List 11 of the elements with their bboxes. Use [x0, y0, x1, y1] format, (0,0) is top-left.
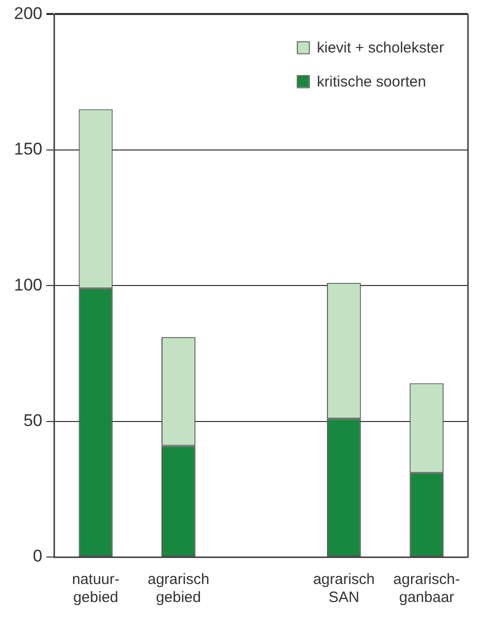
x-tick-label: natuur- gebied: [72, 571, 120, 606]
x-tick-label: agrarisch SAN: [313, 571, 375, 606]
y-tick-label: 50: [23, 410, 42, 430]
x-tick-label: agrarisch- ganbaar: [393, 571, 460, 606]
y-tick-label: 200: [14, 4, 42, 23]
y-tick-label: 100: [14, 275, 42, 294]
legend-label: kritische soorten: [316, 73, 426, 90]
y-tick-label: 150: [14, 140, 42, 159]
legend-label: kievit + scholekster: [316, 39, 444, 56]
x-tick-label: agrarisch gebied: [148, 571, 210, 606]
y-tick-label: 0: [32, 546, 42, 566]
